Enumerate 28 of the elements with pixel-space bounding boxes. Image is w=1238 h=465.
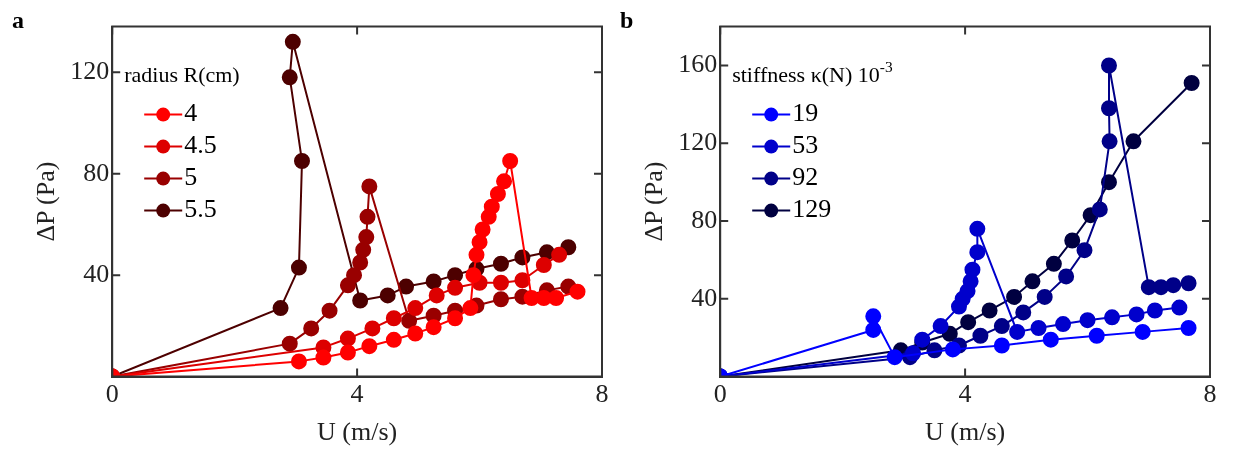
x-tick-label: 0 xyxy=(105,379,119,409)
legend-label: 92 xyxy=(792,162,819,192)
legend-label: 129 xyxy=(792,194,832,224)
y-tick-label: 80 xyxy=(83,157,110,187)
legend-title: radius R(cm) xyxy=(124,62,240,88)
legend-label: 19 xyxy=(792,98,819,128)
x-tick-label: 8 xyxy=(1203,379,1217,409)
legend-label: 53 xyxy=(792,130,819,160)
y-tick-label: 160 xyxy=(678,49,718,79)
y-tick-label: 120 xyxy=(678,127,718,157)
x-tick-label: 4 xyxy=(350,379,364,409)
x-axis-title: U (m/s) xyxy=(925,417,1006,447)
x-tick-label: 4 xyxy=(958,379,972,409)
y-tick-label: 120 xyxy=(70,56,110,86)
x-axis-title: U (m/s) xyxy=(317,417,398,447)
y-axis-title: ΔP (Pa) xyxy=(639,161,669,242)
x-tick-label: 0 xyxy=(713,379,727,409)
y-tick-label: 40 xyxy=(691,282,718,312)
chart-title: a xyxy=(12,7,24,34)
x-tick-label: 8 xyxy=(595,379,609,409)
legend-label: 5 xyxy=(184,162,198,192)
legend-label: 5.5 xyxy=(184,194,217,224)
y-tick-label: 80 xyxy=(691,204,718,234)
legend-label: 4 xyxy=(184,98,198,128)
y-tick-label: 40 xyxy=(83,258,110,288)
legend-label: 4.5 xyxy=(184,130,217,160)
y-axis-title: ΔP (Pa) xyxy=(31,161,61,242)
chart-title: b xyxy=(620,7,634,34)
